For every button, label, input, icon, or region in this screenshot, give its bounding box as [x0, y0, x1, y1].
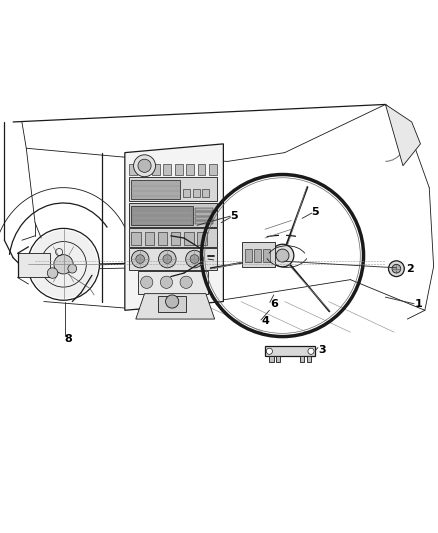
Text: 5: 5 — [230, 211, 238, 221]
Circle shape — [166, 295, 179, 308]
Bar — [184, 232, 194, 245]
Bar — [129, 203, 217, 227]
Text: 4: 4 — [261, 316, 269, 326]
Circle shape — [186, 251, 203, 268]
Bar — [265, 346, 315, 356]
Circle shape — [134, 155, 155, 177]
Bar — [300, 356, 304, 361]
Bar — [131, 206, 193, 225]
Bar — [193, 189, 200, 197]
Circle shape — [68, 264, 77, 273]
Bar — [198, 164, 205, 174]
Bar — [131, 180, 180, 199]
Circle shape — [131, 251, 149, 268]
Bar — [197, 232, 207, 245]
Bar — [186, 164, 194, 174]
Circle shape — [266, 348, 272, 354]
Circle shape — [271, 244, 294, 267]
Circle shape — [47, 268, 58, 278]
Circle shape — [141, 276, 153, 288]
Bar — [171, 232, 180, 245]
Bar — [152, 164, 160, 174]
Circle shape — [276, 249, 289, 262]
Circle shape — [180, 276, 192, 288]
Bar — [158, 296, 186, 312]
Text: 6: 6 — [270, 298, 278, 309]
Circle shape — [29, 230, 98, 298]
Bar — [129, 229, 217, 247]
Polygon shape — [385, 104, 420, 166]
Circle shape — [308, 348, 314, 354]
Text: 5: 5 — [311, 207, 319, 217]
Bar — [163, 164, 171, 174]
Bar — [175, 164, 183, 174]
Bar — [195, 212, 213, 216]
Bar — [269, 356, 274, 361]
Bar — [145, 232, 154, 245]
Bar — [129, 248, 217, 270]
Text: 2: 2 — [406, 264, 413, 273]
Bar — [131, 232, 141, 245]
Bar — [195, 221, 213, 224]
Bar — [183, 189, 190, 197]
Bar — [254, 249, 261, 262]
Text: 1: 1 — [414, 298, 422, 309]
Text: 8: 8 — [64, 334, 72, 344]
Bar — [129, 177, 217, 201]
Bar — [18, 253, 50, 278]
Circle shape — [136, 255, 145, 263]
Bar — [263, 249, 269, 262]
Bar — [245, 249, 252, 262]
Circle shape — [159, 251, 176, 268]
Circle shape — [392, 264, 401, 273]
Bar — [129, 164, 137, 174]
Bar — [138, 271, 208, 294]
Bar — [202, 189, 209, 197]
Bar — [195, 216, 213, 220]
Text: 3: 3 — [318, 345, 326, 355]
Bar — [141, 164, 148, 174]
Polygon shape — [136, 294, 215, 319]
Bar — [195, 208, 213, 211]
Circle shape — [54, 255, 73, 274]
Circle shape — [389, 261, 404, 277]
Bar — [242, 243, 275, 266]
Bar — [158, 232, 167, 245]
Bar — [307, 356, 311, 361]
Circle shape — [190, 255, 199, 263]
Circle shape — [138, 159, 151, 172]
Bar — [209, 164, 217, 174]
Circle shape — [160, 276, 173, 288]
Bar — [276, 356, 280, 361]
Circle shape — [163, 255, 172, 263]
Polygon shape — [125, 144, 223, 310]
